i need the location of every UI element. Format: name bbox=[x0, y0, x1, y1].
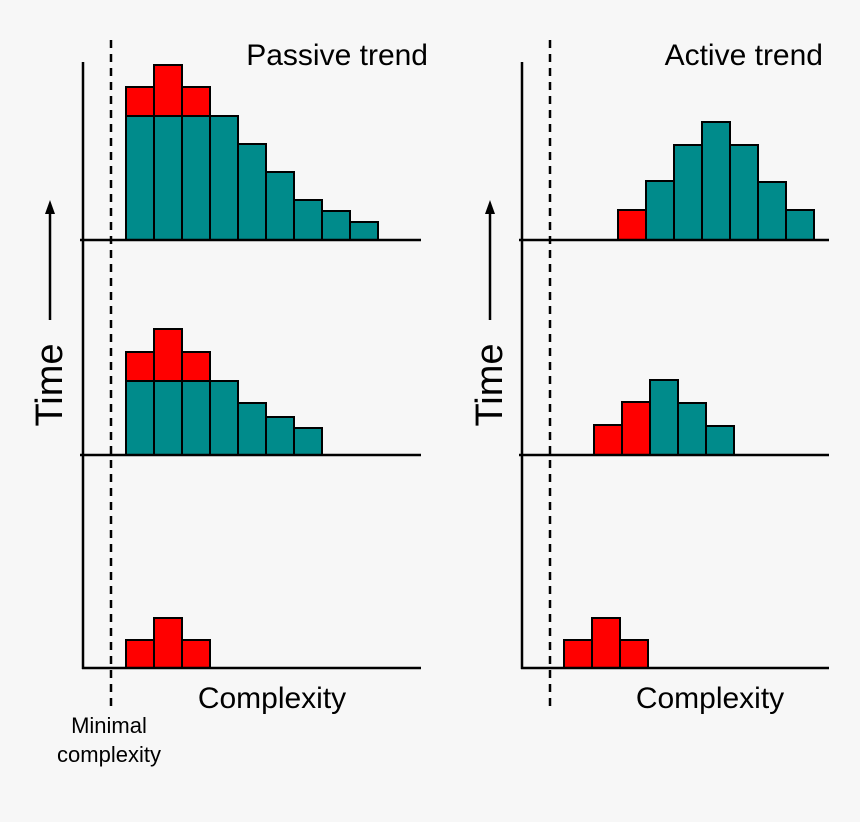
bars bbox=[125, 64, 815, 669]
bar bbox=[757, 181, 787, 241]
bar bbox=[153, 64, 183, 117]
bar bbox=[181, 639, 211, 669]
bar bbox=[153, 115, 183, 241]
bar bbox=[153, 328, 183, 382]
bar bbox=[293, 427, 323, 456]
bar bbox=[265, 171, 295, 241]
bar bbox=[181, 380, 211, 456]
bar bbox=[153, 380, 183, 456]
bar bbox=[785, 209, 815, 241]
bar bbox=[181, 351, 211, 382]
bar bbox=[591, 617, 621, 669]
bar bbox=[619, 639, 649, 669]
panel-title: Active trend bbox=[665, 39, 823, 72]
bar bbox=[321, 210, 351, 241]
bar bbox=[237, 143, 267, 241]
bar bbox=[209, 380, 239, 456]
bar bbox=[621, 401, 651, 456]
arrow-head bbox=[45, 200, 55, 214]
bar bbox=[125, 639, 155, 669]
bar bbox=[125, 86, 155, 117]
bar bbox=[563, 639, 593, 669]
arrow-head bbox=[485, 200, 495, 214]
bar bbox=[649, 379, 679, 456]
bar bbox=[181, 86, 211, 117]
bar bbox=[705, 425, 735, 456]
bar bbox=[729, 144, 759, 241]
bar bbox=[125, 115, 155, 241]
bar bbox=[181, 115, 211, 241]
bar bbox=[209, 115, 239, 241]
bar bbox=[645, 180, 675, 241]
bar bbox=[701, 121, 731, 241]
annotation: complexity bbox=[57, 742, 161, 767]
x-label: Complexity bbox=[636, 682, 784, 715]
bar bbox=[593, 424, 623, 456]
panel-title: Passive trend bbox=[246, 39, 428, 72]
bar bbox=[265, 416, 295, 456]
bar bbox=[237, 402, 267, 456]
annotation: Minimal bbox=[71, 713, 147, 738]
y-label: Time bbox=[29, 343, 71, 426]
y-label: Time bbox=[469, 343, 511, 426]
x-label: Complexity bbox=[198, 682, 346, 715]
bar bbox=[125, 351, 155, 382]
bar bbox=[673, 144, 703, 241]
bar bbox=[349, 221, 379, 241]
bar bbox=[677, 402, 707, 456]
bar bbox=[293, 199, 323, 241]
bar bbox=[125, 380, 155, 456]
bar bbox=[617, 209, 647, 241]
bar bbox=[153, 617, 183, 669]
